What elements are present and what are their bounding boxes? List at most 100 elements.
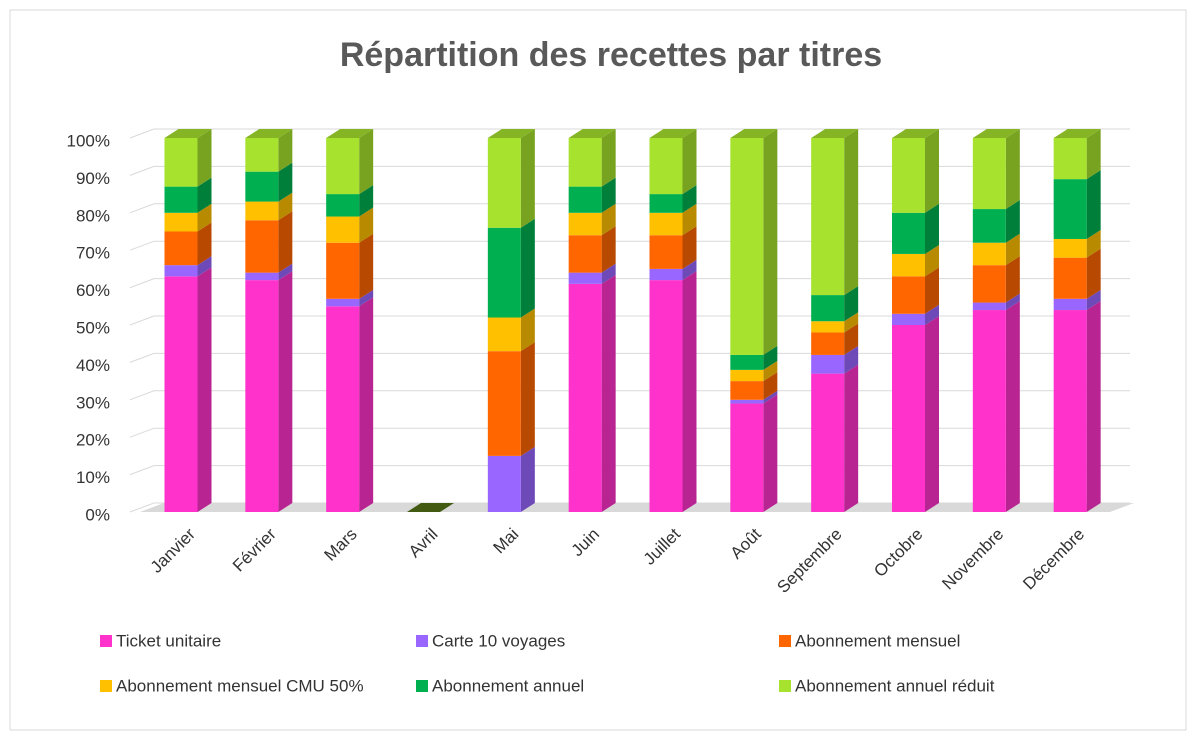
bar — [649, 194, 683, 213]
bar — [568, 212, 602, 236]
y-tick-label: 70% — [76, 244, 110, 263]
bar — [972, 138, 1006, 210]
bar — [487, 455, 521, 512]
bar — [892, 253, 925, 277]
bar-side — [925, 316, 939, 512]
bar-segment — [972, 129, 1020, 210]
bar-side — [278, 271, 293, 512]
bar-top — [649, 129, 697, 138]
grid-line — [129, 165, 1130, 176]
bar-segment — [730, 129, 778, 355]
bar-segment — [730, 372, 778, 400]
bar-side — [844, 129, 859, 296]
bar-side — [1005, 200, 1020, 243]
bar-side — [844, 323, 859, 355]
bar — [245, 280, 279, 512]
bar-segment — [326, 297, 374, 512]
bar-side — [763, 372, 778, 400]
bar-segment — [1053, 229, 1101, 258]
bar — [972, 242, 1006, 266]
bar — [164, 212, 198, 232]
bar — [487, 351, 521, 456]
bar-segment — [811, 364, 859, 512]
grid-line — [129, 352, 1130, 363]
bar-side — [278, 129, 293, 172]
bar — [245, 138, 279, 172]
bar-segment — [245, 211, 293, 273]
bar-side — [359, 297, 374, 512]
bar-segment — [568, 226, 616, 273]
bar — [1053, 138, 1087, 180]
bar-segment — [730, 360, 778, 382]
bar — [730, 399, 764, 404]
bar — [245, 272, 279, 281]
bar — [730, 403, 764, 512]
bar-segment — [811, 286, 859, 322]
bar-segment — [649, 129, 697, 195]
bar — [568, 186, 602, 213]
bar-segment — [164, 256, 212, 277]
bar-segment — [245, 162, 293, 202]
bar — [730, 369, 764, 382]
legend-swatch — [779, 680, 791, 692]
bar — [326, 194, 360, 217]
bar — [326, 298, 360, 307]
bar — [730, 381, 764, 400]
bar-segment — [649, 203, 697, 236]
grid-line — [129, 502, 1130, 513]
bar-side — [601, 203, 616, 236]
legend-swatch — [416, 635, 428, 647]
bar-side — [197, 177, 212, 213]
bar — [811, 332, 845, 355]
bar-side — [763, 360, 778, 382]
bar-segment — [164, 267, 212, 512]
bar — [892, 276, 925, 314]
bar-side — [1086, 129, 1101, 180]
bar-segment — [326, 233, 374, 299]
bar-top — [487, 129, 535, 138]
bar-side — [520, 129, 535, 228]
bar-side — [682, 185, 697, 213]
bar — [649, 212, 683, 236]
bar-side — [601, 129, 616, 187]
bar-side — [278, 211, 293, 273]
bar-side — [197, 203, 212, 232]
bar-side — [925, 304, 939, 325]
legend-swatch — [100, 680, 112, 692]
grid-line — [129, 465, 1130, 476]
bar — [1053, 257, 1087, 299]
y-tick-label: 30% — [76, 393, 110, 412]
bar — [245, 201, 279, 221]
bar — [892, 138, 925, 213]
legend-swatch — [416, 680, 428, 692]
bar — [1053, 179, 1087, 239]
bar-side — [601, 274, 616, 512]
bar — [730, 138, 764, 355]
bar — [972, 302, 1006, 311]
bar-segment — [487, 342, 535, 456]
bar — [892, 325, 925, 512]
grid-line — [129, 315, 1130, 326]
bar-segment — [811, 129, 859, 296]
bar-side — [359, 207, 374, 243]
bar-side — [197, 222, 212, 266]
bar-segment — [1053, 289, 1101, 311]
bar-side — [601, 177, 616, 213]
grid-line — [129, 278, 1130, 289]
bar — [811, 373, 845, 512]
bar-top — [811, 129, 859, 138]
bar-segment — [1053, 301, 1101, 512]
bar-segment — [326, 289, 374, 307]
bar-top — [1053, 129, 1101, 138]
bar — [972, 209, 1006, 243]
bar-segment — [649, 185, 697, 213]
bar — [326, 306, 360, 512]
bar-segment — [568, 263, 616, 284]
bar-segment — [326, 185, 374, 217]
bar — [164, 138, 198, 187]
bar-side — [1086, 229, 1101, 258]
bar-segment — [972, 293, 1020, 311]
bar-side — [278, 263, 293, 281]
bar-segment — [892, 129, 939, 213]
